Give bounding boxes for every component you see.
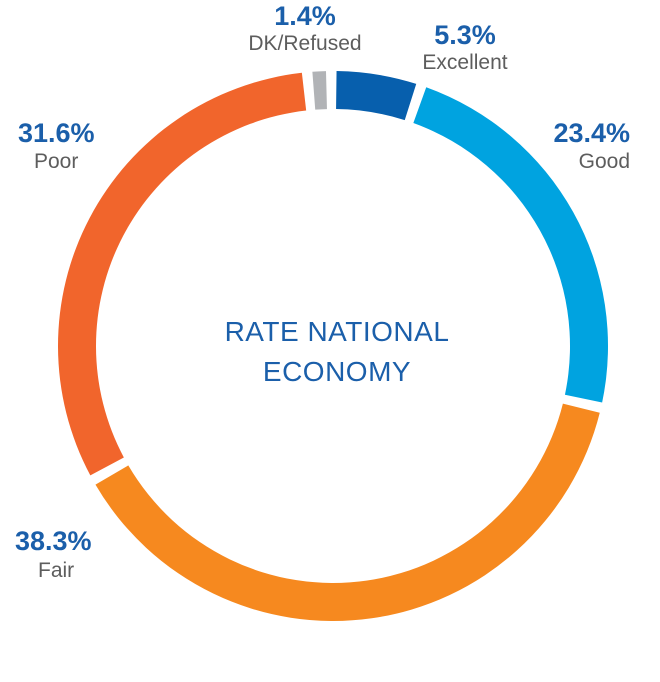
donut-segment-poor [57, 72, 307, 476]
donut-segment-excellent [336, 71, 417, 121]
category-label-dk-refused: DK/Refused [248, 32, 361, 55]
donut-segment-dk-refused [312, 71, 327, 110]
value-label-fair: 38.3% [15, 526, 92, 556]
value-label-dk-refused: 1.4% [274, 1, 336, 31]
category-label-poor: Poor [34, 150, 78, 173]
value-label-excellent: 5.3% [434, 20, 496, 50]
category-label-good: Good [579, 150, 630, 173]
category-label-excellent: Excellent [422, 51, 507, 74]
donut-segment-good [413, 87, 608, 403]
donut-segments [57, 71, 608, 622]
donut-segment-fair [95, 403, 600, 622]
chart-title-line-2: ECONOMY [263, 356, 411, 387]
category-label-fair: Fair [38, 559, 74, 582]
chart-title-line-1: RATE NATIONAL [225, 316, 450, 347]
value-label-poor: 31.6% [18, 118, 95, 148]
value-label-good: 23.4% [553, 118, 630, 148]
